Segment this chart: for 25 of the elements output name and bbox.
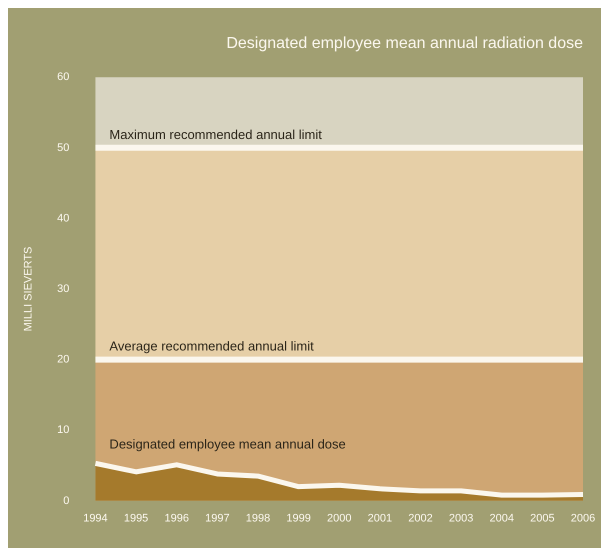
y-tick-label: 50 <box>57 142 70 154</box>
x-tick-label: 2002 <box>408 512 433 524</box>
x-tick-label: 2004 <box>489 512 514 524</box>
x-tick-label: 1995 <box>124 512 148 524</box>
x-tick-label: 1999 <box>286 512 311 524</box>
x-tick-label: 2005 <box>530 512 555 524</box>
series-label: Designated employee mean annual dose <box>109 436 346 452</box>
y-tick-label: 20 <box>57 354 70 366</box>
ref-line-label: Average recommended annual limit <box>109 338 314 354</box>
x-tick-label: 1998 <box>246 512 270 524</box>
ref-line-label: Maximum recommended annual limit <box>109 126 322 142</box>
x-tick-label: 1994 <box>83 512 108 524</box>
y-tick-label: 30 <box>57 283 70 296</box>
x-tick-label: 1997 <box>205 512 230 524</box>
y-axis-title: MILLI SIEVERTS <box>22 246 35 332</box>
x-tick-label: 2003 <box>448 512 474 524</box>
x-tick-label: 2000 <box>326 512 352 524</box>
y-tick-label: 60 <box>57 71 70 84</box>
x-tick-label: 2006 <box>570 512 596 524</box>
y-tick-label: 40 <box>57 212 70 224</box>
y-tick-label: 10 <box>57 424 70 436</box>
x-tick-label: 2001 <box>368 512 392 524</box>
y-tick-label: 0 <box>63 494 70 507</box>
x-tick-label: 1996 <box>164 512 189 524</box>
chart-title: Designated employee mean annual radiation dose <box>226 35 584 52</box>
